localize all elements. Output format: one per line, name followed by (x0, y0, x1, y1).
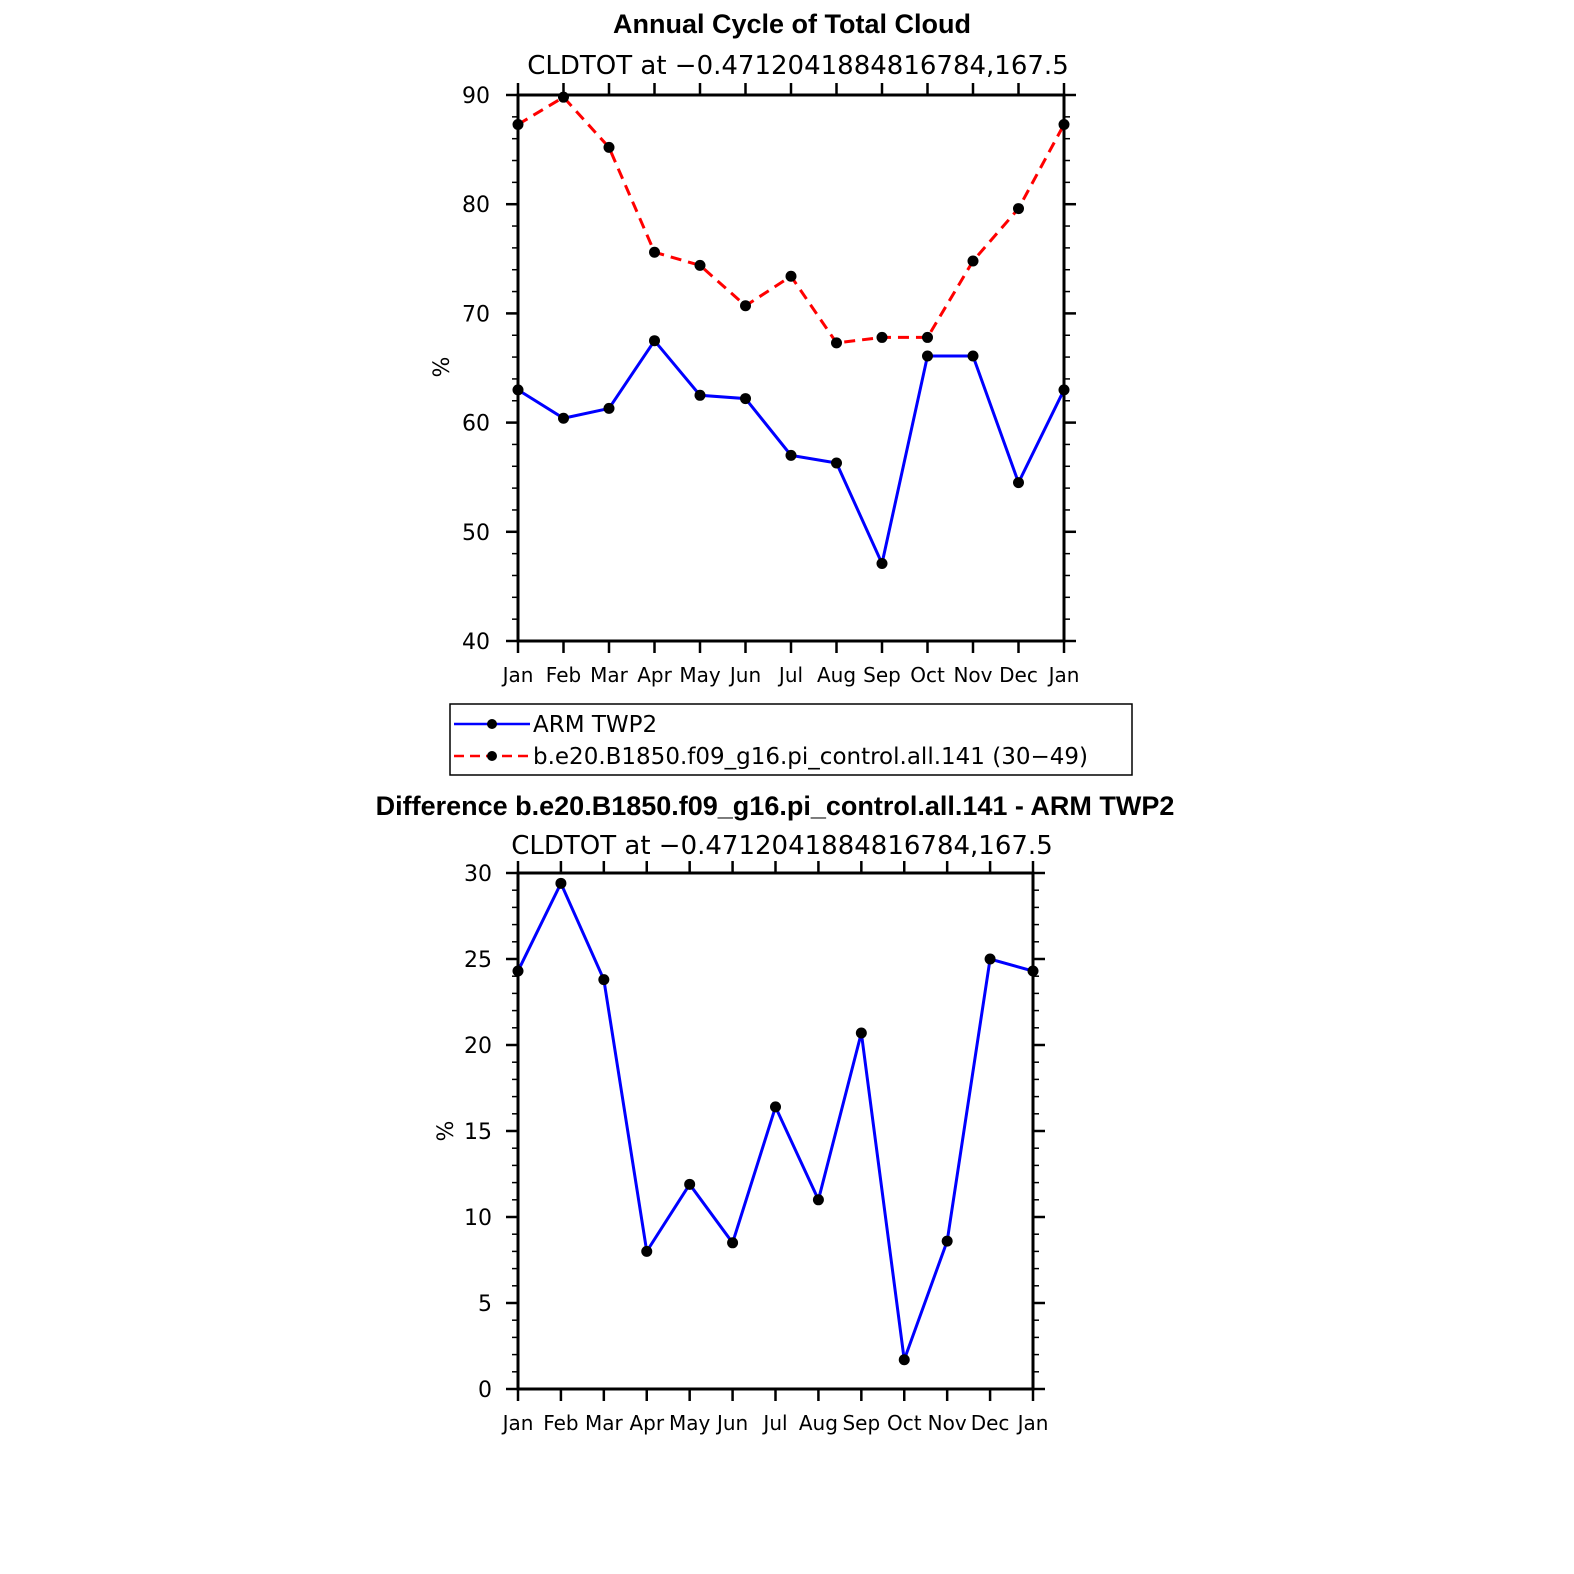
data-point (941, 1235, 953, 1247)
difference-panel: Difference b.e20.B1850.f09_g16.pi_contro… (376, 791, 1175, 1435)
plot-frame (516, 871, 1035, 1391)
x-tick-label: Jan (1047, 663, 1080, 687)
legend-label-arm: ARM TWP2 (533, 712, 657, 738)
data-point (598, 974, 610, 986)
data-point (603, 141, 615, 153)
y-tick-label: 5 (478, 1292, 492, 1317)
y-tick-label: 20 (464, 1034, 492, 1059)
data-point (785, 449, 797, 461)
axis-labels: 40 50 60 70 80 90 Jan Feb Mar Apr May Jun Jul Aug Sep O… (462, 84, 1079, 687)
data-point (922, 331, 933, 343)
series-group (512, 91, 1070, 569)
y-tick-label: 40 (462, 630, 490, 655)
x-tick-label: May (679, 663, 721, 687)
data-point (641, 1245, 653, 1257)
x-tick-label: Oct (887, 1411, 922, 1435)
legend-marker-arm (487, 719, 497, 729)
x-tick-label: Mar (590, 663, 629, 687)
data-point (727, 1237, 739, 1249)
data-point (831, 457, 842, 469)
x-tick-label: Jan (1016, 1411, 1049, 1435)
data-point (831, 337, 842, 349)
data-point (558, 412, 569, 424)
y-tick-label: 10 (464, 1206, 492, 1231)
x-tick-label: Jan (501, 663, 534, 687)
data-point (740, 393, 751, 405)
x-tick-label: Dec (971, 1411, 1010, 1435)
data-point (770, 1101, 781, 1113)
y-axis-label: % (434, 1121, 459, 1142)
data-point (603, 402, 615, 414)
y-tick-label: 70 (462, 302, 490, 327)
data-point (649, 246, 660, 258)
x-tick-label: Jul (777, 663, 803, 687)
data-point (1013, 203, 1024, 215)
y-axis-ticks (506, 83, 1076, 653)
legend: ARM TWP2 b.e20.B1850.f09_g16.pi_control.… (449, 703, 1133, 776)
y-tick-label: 0 (478, 1378, 492, 1403)
data-point (876, 331, 888, 343)
axis-labels: 0 5 10 15 20 25 30 Jan Feb Mar Apr May Jun Jul Aug Sep O… (464, 862, 1048, 1435)
data-point (649, 335, 660, 347)
x-tick-label: Jul (761, 1411, 787, 1435)
data-point (855, 1027, 867, 1039)
y-tick-label: 50 (462, 521, 490, 546)
data-point (785, 270, 797, 282)
x-tick-label: Dec (999, 663, 1038, 687)
data-point (967, 350, 979, 362)
annual-cycle-panel: Annual Cycle of Total Cloud CLDTOT at −0… (430, 9, 1133, 776)
plot-frame (516, 93, 1066, 643)
series-line (516, 879, 1034, 1361)
data-point (740, 300, 751, 312)
x-tick-label: Mar (585, 1411, 624, 1435)
data-point (694, 389, 706, 401)
legend-box (449, 703, 1133, 776)
y-tick-label: 30 (464, 862, 492, 887)
chart-subtitle: CLDTOT at −0.4712041884816784,167.5 (527, 51, 1069, 81)
x-tick-label: Apr (637, 663, 672, 687)
y-axis-label: % (430, 357, 455, 378)
x-tick-label: Aug (817, 663, 856, 687)
data-point (694, 259, 706, 271)
series-group (512, 877, 1039, 1366)
chart-title: Annual Cycle of Total Cloud (613, 9, 971, 39)
x-tick-label: Sep (842, 1411, 880, 1435)
x-tick-label: Oct (910, 663, 945, 687)
x-tick-label: Nov (928, 1411, 967, 1435)
x-tick-label: Jun (715, 1411, 748, 1435)
chart-title: Difference b.e20.B1850.f09_g16.pi_contro… (376, 791, 1175, 821)
x-tick-label: Sep (863, 663, 901, 687)
y-tick-label: 60 (462, 412, 490, 437)
x-tick-label: Aug (799, 1411, 838, 1435)
x-tick-label: Jan (501, 1411, 534, 1435)
data-point (1013, 477, 1024, 489)
data-point (922, 350, 933, 362)
data-point (984, 953, 996, 965)
data-point (898, 1354, 910, 1366)
data-point (876, 557, 888, 569)
data-point (967, 255, 979, 267)
y-tick-label: 15 (464, 1120, 492, 1145)
x-tick-label: Jun (728, 663, 761, 687)
y-tick-label: 80 (462, 193, 490, 218)
chart-subtitle: CLDTOT at −0.4712041884816784,167.5 (511, 831, 1053, 861)
legend-label-model: b.e20.B1850.f09_g16.pi_control.all.141 (… (533, 744, 1088, 770)
data-point (812, 1194, 824, 1206)
y-tick-label: 25 (464, 948, 492, 973)
data-point (555, 877, 567, 889)
series-line (517, 95, 1066, 345)
legend-marker-model (487, 751, 497, 761)
x-tick-label: May (669, 1411, 711, 1435)
x-tick-label: Nov (953, 663, 992, 687)
x-tick-label: Feb (543, 1411, 578, 1435)
data-point (684, 1178, 696, 1190)
y-tick-label: 90 (462, 84, 490, 109)
x-tick-label: Apr (629, 1411, 664, 1435)
x-tick-label: Feb (546, 663, 581, 687)
data-point (558, 91, 569, 103)
